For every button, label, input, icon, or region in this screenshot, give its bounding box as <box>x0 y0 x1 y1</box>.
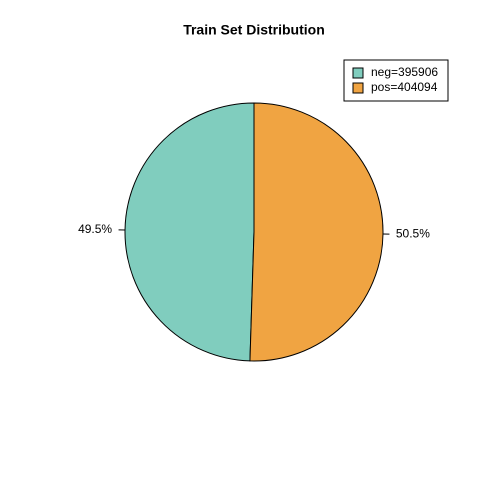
legend-label: neg=395906 <box>371 65 438 79</box>
legend-label: pos=404094 <box>371 80 438 94</box>
slice-label: 49.5% <box>78 222 112 236</box>
pie-slice <box>124 102 255 362</box>
slice-label: 50.5% <box>396 226 430 240</box>
legend-swatch <box>352 67 364 79</box>
legend-swatch <box>352 82 364 94</box>
legend-box <box>343 59 449 102</box>
chart-title: Train Set Distribution <box>183 22 325 38</box>
